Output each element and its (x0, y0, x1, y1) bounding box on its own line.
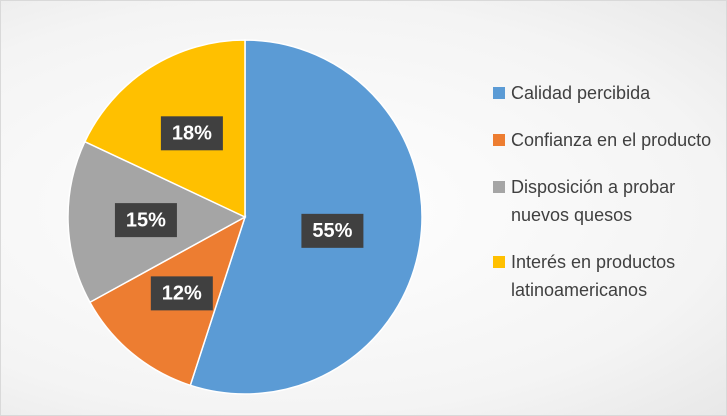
data-label: 12% (162, 283, 202, 305)
label-box (160, 116, 223, 151)
label-box (301, 213, 364, 248)
legend: Calidad percibida Confianza en el product… (493, 79, 721, 323)
legend-label: Confianza en el producto (511, 130, 712, 150)
legend-entry: Disposición a probar nuevos quesos (493, 173, 721, 229)
legend-label: Interés en productos latinoamericanos (511, 252, 676, 300)
legend-entry: Calidad percibida (493, 79, 721, 107)
label-box (150, 276, 213, 311)
data-label: 15% (126, 209, 166, 231)
legend-swatch (493, 181, 505, 193)
legend-swatch (493, 134, 505, 146)
legend-entry: Interés en productos latinoamericanos (493, 248, 721, 304)
legend-swatch (493, 256, 505, 268)
data-label: 55% (312, 220, 352, 242)
legend-label: Calidad percibida (511, 83, 651, 103)
data-label: 18% (172, 123, 212, 145)
legend-entry: Confianza en el producto (493, 126, 721, 154)
legend-swatch (493, 87, 505, 99)
legend-label: Disposición a probar nuevos quesos (511, 177, 676, 225)
label-box (114, 203, 177, 238)
